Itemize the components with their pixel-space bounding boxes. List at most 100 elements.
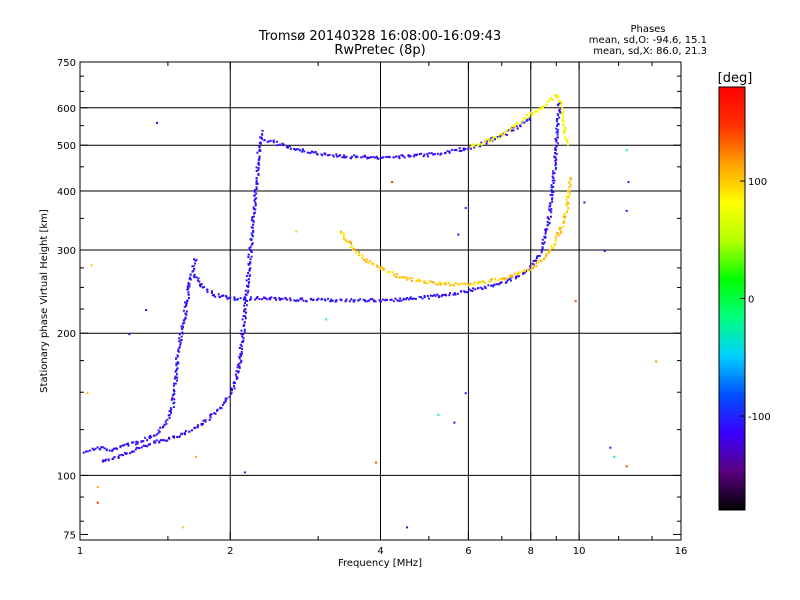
trace-point: [209, 416, 212, 419]
trace-point: [238, 357, 241, 360]
trace-point: [555, 152, 558, 155]
trace-point: [463, 283, 465, 286]
trace-point: [179, 343, 182, 346]
trace-point: [556, 133, 559, 136]
trace-point: [185, 303, 188, 306]
trace-point: [353, 299, 356, 302]
trace-point: [193, 273, 196, 276]
trace-point: [169, 407, 172, 410]
trace-point: [279, 297, 282, 300]
trace-point: [255, 166, 258, 169]
trace-point: [181, 326, 184, 329]
trace-point: [481, 287, 484, 290]
trace-point: [494, 138, 496, 141]
trace-point: [370, 156, 372, 159]
trace-point: [275, 298, 278, 301]
trace-point: [479, 282, 482, 285]
trace-point: [253, 194, 256, 197]
trace-point: [187, 293, 190, 296]
trace-point: [457, 283, 460, 285]
trace-point: [539, 259, 542, 262]
colorbar: 100 0 -100: [718, 86, 771, 511]
trace-point: [329, 300, 332, 303]
trace-point: [321, 154, 324, 157]
trace-point: [342, 232, 345, 235]
trace-point: [242, 315, 245, 318]
trace-point: [108, 449, 111, 452]
trace-point: [563, 129, 565, 132]
trace-point: [379, 300, 382, 303]
trace-point: [259, 141, 262, 144]
trace-point: [175, 369, 178, 372]
trace-point: [251, 226, 254, 229]
trace-point: [157, 429, 160, 432]
scatter-point: [406, 526, 408, 529]
trace-point: [177, 349, 179, 352]
trace-point: [250, 226, 253, 229]
trace-point: [511, 125, 514, 128]
trace-point: [345, 298, 348, 301]
trace-point: [131, 450, 134, 453]
trace-point: [420, 152, 423, 155]
trace-point: [91, 447, 94, 450]
trace-point: [289, 147, 292, 150]
trace-point: [176, 361, 179, 364]
trace-point: [230, 387, 233, 390]
trace-point: [184, 433, 186, 436]
trace-point: [233, 387, 236, 390]
trace-point: [433, 153, 436, 156]
trace-point: [384, 299, 387, 302]
trace-point: [253, 212, 255, 215]
trace-point: [189, 276, 192, 279]
scatter-point: [128, 333, 131, 336]
trace-point: [569, 177, 572, 179]
trace-point: [556, 136, 559, 139]
trace-point: [450, 148, 453, 151]
trace-point: [209, 413, 212, 416]
trace-point: [173, 377, 176, 380]
trace-point: [440, 295, 443, 298]
trace-point: [361, 257, 364, 260]
trace-point: [543, 235, 546, 238]
trace-point: [229, 296, 232, 299]
trace-point: [193, 276, 196, 279]
trace-point: [505, 129, 508, 132]
trace-point: [302, 299, 305, 302]
trace-point: [198, 280, 201, 283]
trace-point: [177, 362, 180, 365]
trace-point: [423, 295, 426, 297]
trace-point: [255, 182, 258, 185]
trace-point: [442, 282, 445, 285]
scatter-point: [195, 455, 197, 458]
trace-point: [272, 141, 275, 144]
trace-point: [276, 144, 279, 147]
trace-point: [423, 280, 426, 283]
trace-point: [343, 238, 346, 241]
trace-point: [301, 149, 304, 151]
trace-point: [248, 274, 251, 277]
trace-point: [559, 103, 562, 106]
trace-point: [237, 370, 240, 373]
trace-point: [536, 110, 539, 113]
y-tick-label: 750: [57, 58, 76, 69]
trace-point: [559, 107, 562, 110]
scatter-point: [613, 455, 616, 458]
trace-point: [251, 235, 254, 238]
trace-point: [111, 450, 114, 453]
trace-point: [153, 440, 156, 443]
trace-point: [529, 268, 532, 271]
trace-point: [554, 147, 557, 149]
trace-point: [101, 460, 104, 463]
trace-point: [550, 215, 552, 218]
trace-point: [554, 236, 557, 239]
trace-point: [448, 150, 451, 153]
trace-point: [436, 293, 439, 296]
trace-point: [469, 289, 472, 292]
y-tick-label: 100: [57, 471, 76, 482]
trace-point: [189, 273, 192, 276]
trace-point: [243, 297, 246, 300]
trace-point: [343, 156, 345, 159]
scatter-point: [603, 250, 606, 252]
trace-point: [184, 317, 187, 320]
trace-point: [119, 446, 122, 449]
